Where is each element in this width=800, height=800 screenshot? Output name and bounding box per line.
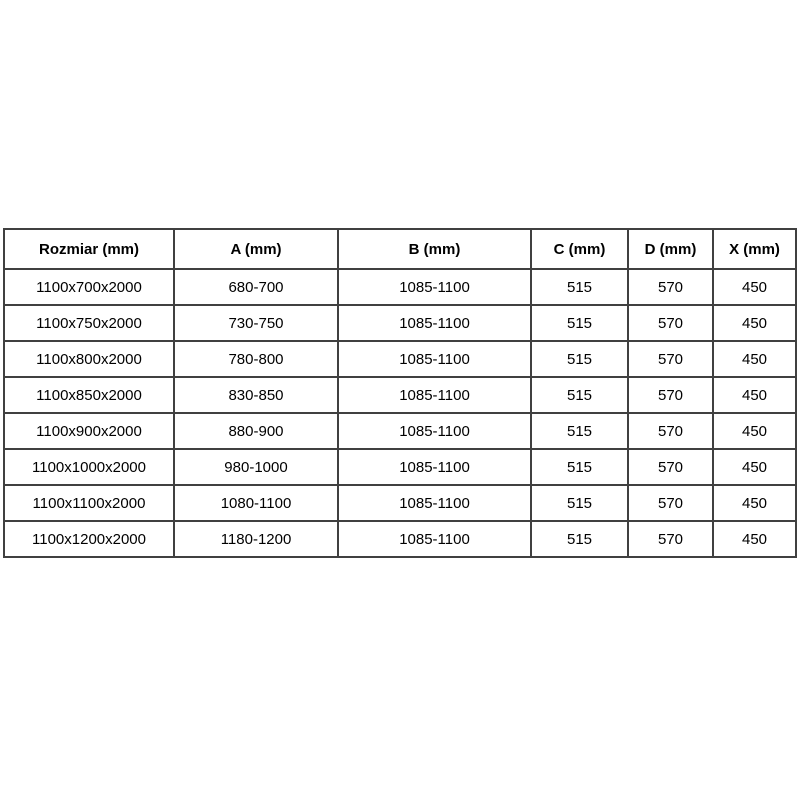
table-body: 1100x700x2000 680-700 1085-1100 515 570 450 11… bbox=[3, 268, 797, 558]
table-cell: 1100x1100x2000 bbox=[3, 484, 175, 522]
table-cell: 1085-1100 bbox=[337, 268, 532, 306]
table-cell: 450 bbox=[712, 340, 797, 378]
table-row: 1100x1100x2000 1080-1100 1085-1100 515 570 45… bbox=[3, 484, 797, 522]
table-cell: 570 bbox=[627, 376, 714, 414]
table-row: 1100x1200x2000 1180-1200 1085-1100 515 570 45… bbox=[3, 520, 797, 558]
table-cell: 1080-1100 bbox=[173, 484, 339, 522]
table-row: 1100x850x2000 830-850 1085-1100 515 570 450 bbox=[3, 376, 797, 414]
table-cell: 450 bbox=[712, 484, 797, 522]
table-cell: 570 bbox=[627, 304, 714, 342]
table-cell: 1085-1100 bbox=[337, 304, 532, 342]
table-row: 1100x800x2000 780-800 1085-1100 515 570 450 bbox=[3, 340, 797, 378]
table-cell: 450 bbox=[712, 520, 797, 558]
table-cell: 515 bbox=[530, 484, 629, 522]
table-cell: 1180-1200 bbox=[173, 520, 339, 558]
table-cell: 570 bbox=[627, 448, 714, 486]
table-cell: 1100x800x2000 bbox=[3, 340, 175, 378]
table-cell: 780-800 bbox=[173, 340, 339, 378]
column-header: X (mm) bbox=[712, 228, 797, 270]
table-cell: 1100x700x2000 bbox=[3, 268, 175, 306]
table-cell: 1085-1100 bbox=[337, 340, 532, 378]
column-header: D (mm) bbox=[627, 228, 714, 270]
table-cell: 570 bbox=[627, 412, 714, 450]
table-row: 1100x750x2000 730-750 1085-1100 515 570 450 bbox=[3, 304, 797, 342]
table-cell: 450 bbox=[712, 304, 797, 342]
table-row: 1100x700x2000 680-700 1085-1100 515 570 450 bbox=[3, 268, 797, 306]
table-cell: 1100x900x2000 bbox=[3, 412, 175, 450]
column-header: B (mm) bbox=[337, 228, 532, 270]
table-cell: 880-900 bbox=[173, 412, 339, 450]
column-header: C (mm) bbox=[530, 228, 629, 270]
column-header: A (mm) bbox=[173, 228, 339, 270]
table-header-row: Rozmiar (mm) A (mm) B (mm) C (mm) D (mm) X (m… bbox=[3, 228, 797, 270]
table-row: 1100x900x2000 880-900 1085-1100 515 570 450 bbox=[3, 412, 797, 450]
table-cell: 515 bbox=[530, 376, 629, 414]
table-cell: 1085-1100 bbox=[337, 448, 532, 486]
table-cell: 515 bbox=[530, 340, 629, 378]
table-cell: 515 bbox=[530, 412, 629, 450]
spec-table: Rozmiar (mm) A (mm) B (mm) C (mm) D (mm) X (m… bbox=[3, 228, 797, 558]
table-cell: 570 bbox=[627, 484, 714, 522]
table-cell: 1085-1100 bbox=[337, 412, 532, 450]
table-cell: 515 bbox=[530, 304, 629, 342]
column-header: Rozmiar (mm) bbox=[3, 228, 175, 270]
table-cell: 730-750 bbox=[173, 304, 339, 342]
table-cell: 450 bbox=[712, 448, 797, 486]
table-cell: 1100x1200x2000 bbox=[3, 520, 175, 558]
table-cell: 450 bbox=[712, 412, 797, 450]
table-cell: 1100x1000x2000 bbox=[3, 448, 175, 486]
table-cell: 450 bbox=[712, 268, 797, 306]
table-cell: 515 bbox=[530, 268, 629, 306]
table-cell: 830-850 bbox=[173, 376, 339, 414]
table-cell: 680-700 bbox=[173, 268, 339, 306]
table-cell: 1085-1100 bbox=[337, 376, 532, 414]
table-cell: 515 bbox=[530, 520, 629, 558]
table-cell: 1085-1100 bbox=[337, 520, 532, 558]
table-cell: 1085-1100 bbox=[337, 484, 532, 522]
table-cell: 570 bbox=[627, 340, 714, 378]
table-cell: 570 bbox=[627, 520, 714, 558]
table-cell: 1100x850x2000 bbox=[3, 376, 175, 414]
table-row: 1100x1000x2000 980-1000 1085-1100 515 570 450 bbox=[3, 448, 797, 486]
table-cell: 570 bbox=[627, 268, 714, 306]
table-cell: 980-1000 bbox=[173, 448, 339, 486]
table-cell: 450 bbox=[712, 376, 797, 414]
table-cell: 1100x750x2000 bbox=[3, 304, 175, 342]
table-cell: 515 bbox=[530, 448, 629, 486]
